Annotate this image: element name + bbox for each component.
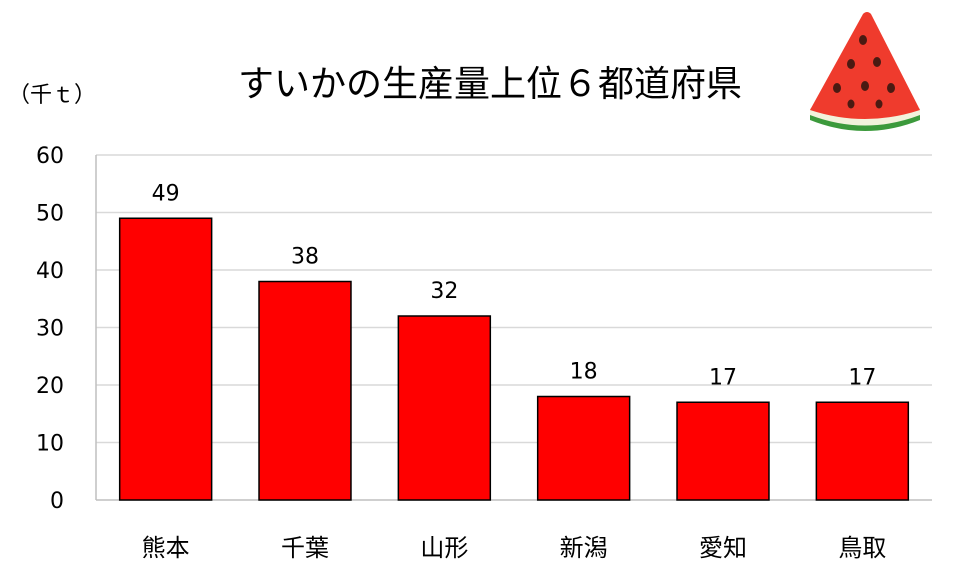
x-tick-label: 千葉 xyxy=(281,534,329,562)
data-label: 38 xyxy=(291,245,319,270)
y-tick-label: 30 xyxy=(36,317,64,342)
bar-3 xyxy=(397,315,492,501)
y-tick-label: 60 xyxy=(36,144,64,169)
watermelon-seed xyxy=(887,83,895,93)
data-label: 49 xyxy=(152,181,180,206)
value-labels: 49 38 32 18 17 17 xyxy=(152,181,877,390)
x-tick-label: 鳥取 xyxy=(838,534,886,562)
data-label: 17 xyxy=(709,365,737,390)
y-tick-label: 50 xyxy=(36,202,64,227)
watermelon-seeds xyxy=(833,35,895,109)
y-tick-label: 40 xyxy=(36,259,64,284)
watermelon-seed xyxy=(859,35,867,45)
x-tick-label: 愛知 xyxy=(699,534,747,562)
data-label: 18 xyxy=(570,360,598,385)
bars xyxy=(118,217,910,501)
watermelon-seed xyxy=(861,81,869,91)
watermelon-seed xyxy=(833,83,841,93)
watermelon-slice-icon xyxy=(810,12,920,131)
data-label: 17 xyxy=(848,365,876,390)
y-tick-label: 20 xyxy=(36,374,64,399)
chart-title: すいかの生産量上位６都道府県 xyxy=(238,64,742,105)
bar-6 xyxy=(815,401,910,501)
watermelon-seed xyxy=(875,99,883,109)
watermelon-flesh xyxy=(810,12,920,119)
watermelon-seed xyxy=(847,59,855,69)
bar-2 xyxy=(258,280,352,501)
y-tick-label: 10 xyxy=(36,432,64,457)
bar-5 xyxy=(676,401,770,501)
gridlines xyxy=(96,154,932,501)
y-axis-ticks: 0 10 20 30 40 50 60 xyxy=(36,144,64,514)
watermelon-rind-green xyxy=(810,114,920,131)
data-label: 32 xyxy=(430,279,458,304)
bar-4 xyxy=(536,395,631,501)
watermelon-seed xyxy=(847,99,855,109)
x-tick-label: 新潟 xyxy=(560,534,608,562)
watermelon-rind-white xyxy=(810,108,920,126)
watermelon-seed xyxy=(873,57,881,67)
x-tick-label: 熊本 xyxy=(142,534,190,562)
y-axis-unit-label: （千ｔ） xyxy=(8,83,96,108)
x-tick-label: 山形 xyxy=(420,534,468,562)
bar-1 xyxy=(118,217,213,501)
y-tick-label: 0 xyxy=(50,489,64,514)
x-axis-labels: 熊本 千葉 山形 新潟 愛知 鳥取 xyxy=(142,534,887,562)
